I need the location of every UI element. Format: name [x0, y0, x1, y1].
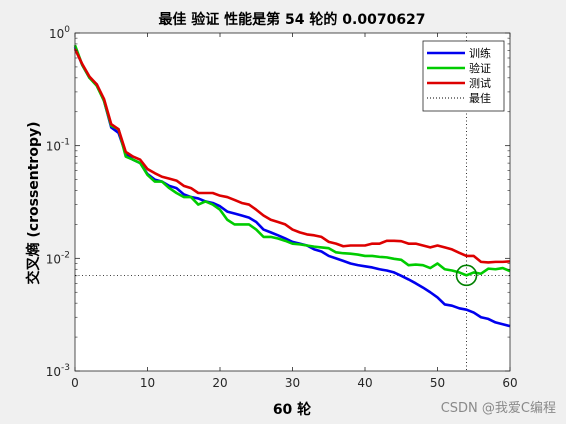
- y-tick-label: 100: [49, 25, 70, 41]
- legend-label: 验证: [469, 61, 491, 75]
- best-point-marker: [455, 264, 478, 287]
- legend-label: 最佳: [469, 91, 491, 105]
- chart-title: 最佳 验证 性能是第 54 轮的 0.0070627: [158, 11, 425, 28]
- series-layer: [73, 44, 511, 328]
- x-tick-label: 60: [502, 376, 517, 390]
- x-tick-label: 10: [140, 376, 155, 390]
- y-tick-label: 10-2: [46, 250, 70, 266]
- x-tick-label: 50: [430, 376, 445, 390]
- y-axis-ticks: 10-3 10-2 10-1 100: [46, 25, 510, 379]
- legend-box: [422, 40, 505, 112]
- x-axis-ticks: 0 10 20 30 40 50 60: [71, 33, 518, 390]
- y-tick-label: 10-3: [46, 363, 70, 379]
- series-line-测试: [73, 48, 511, 264]
- x-tick-label: 20: [212, 376, 227, 390]
- x-tick-label: 40: [357, 376, 372, 390]
- x-tick-label: 0: [71, 376, 79, 390]
- series-line-验证: [73, 44, 511, 277]
- csdn-watermark: CSDN @我爱C编程: [440, 401, 556, 416]
- legend-label: 测试: [469, 77, 491, 90]
- x-axis-label: 60 轮: [273, 401, 311, 418]
- x-tick-label: 30: [285, 376, 300, 390]
- y-tick-label: 10-1: [46, 138, 70, 154]
- legend-label: 训练: [469, 46, 491, 60]
- y-axis-label: 交叉熵 (crossentropy): [25, 122, 42, 285]
